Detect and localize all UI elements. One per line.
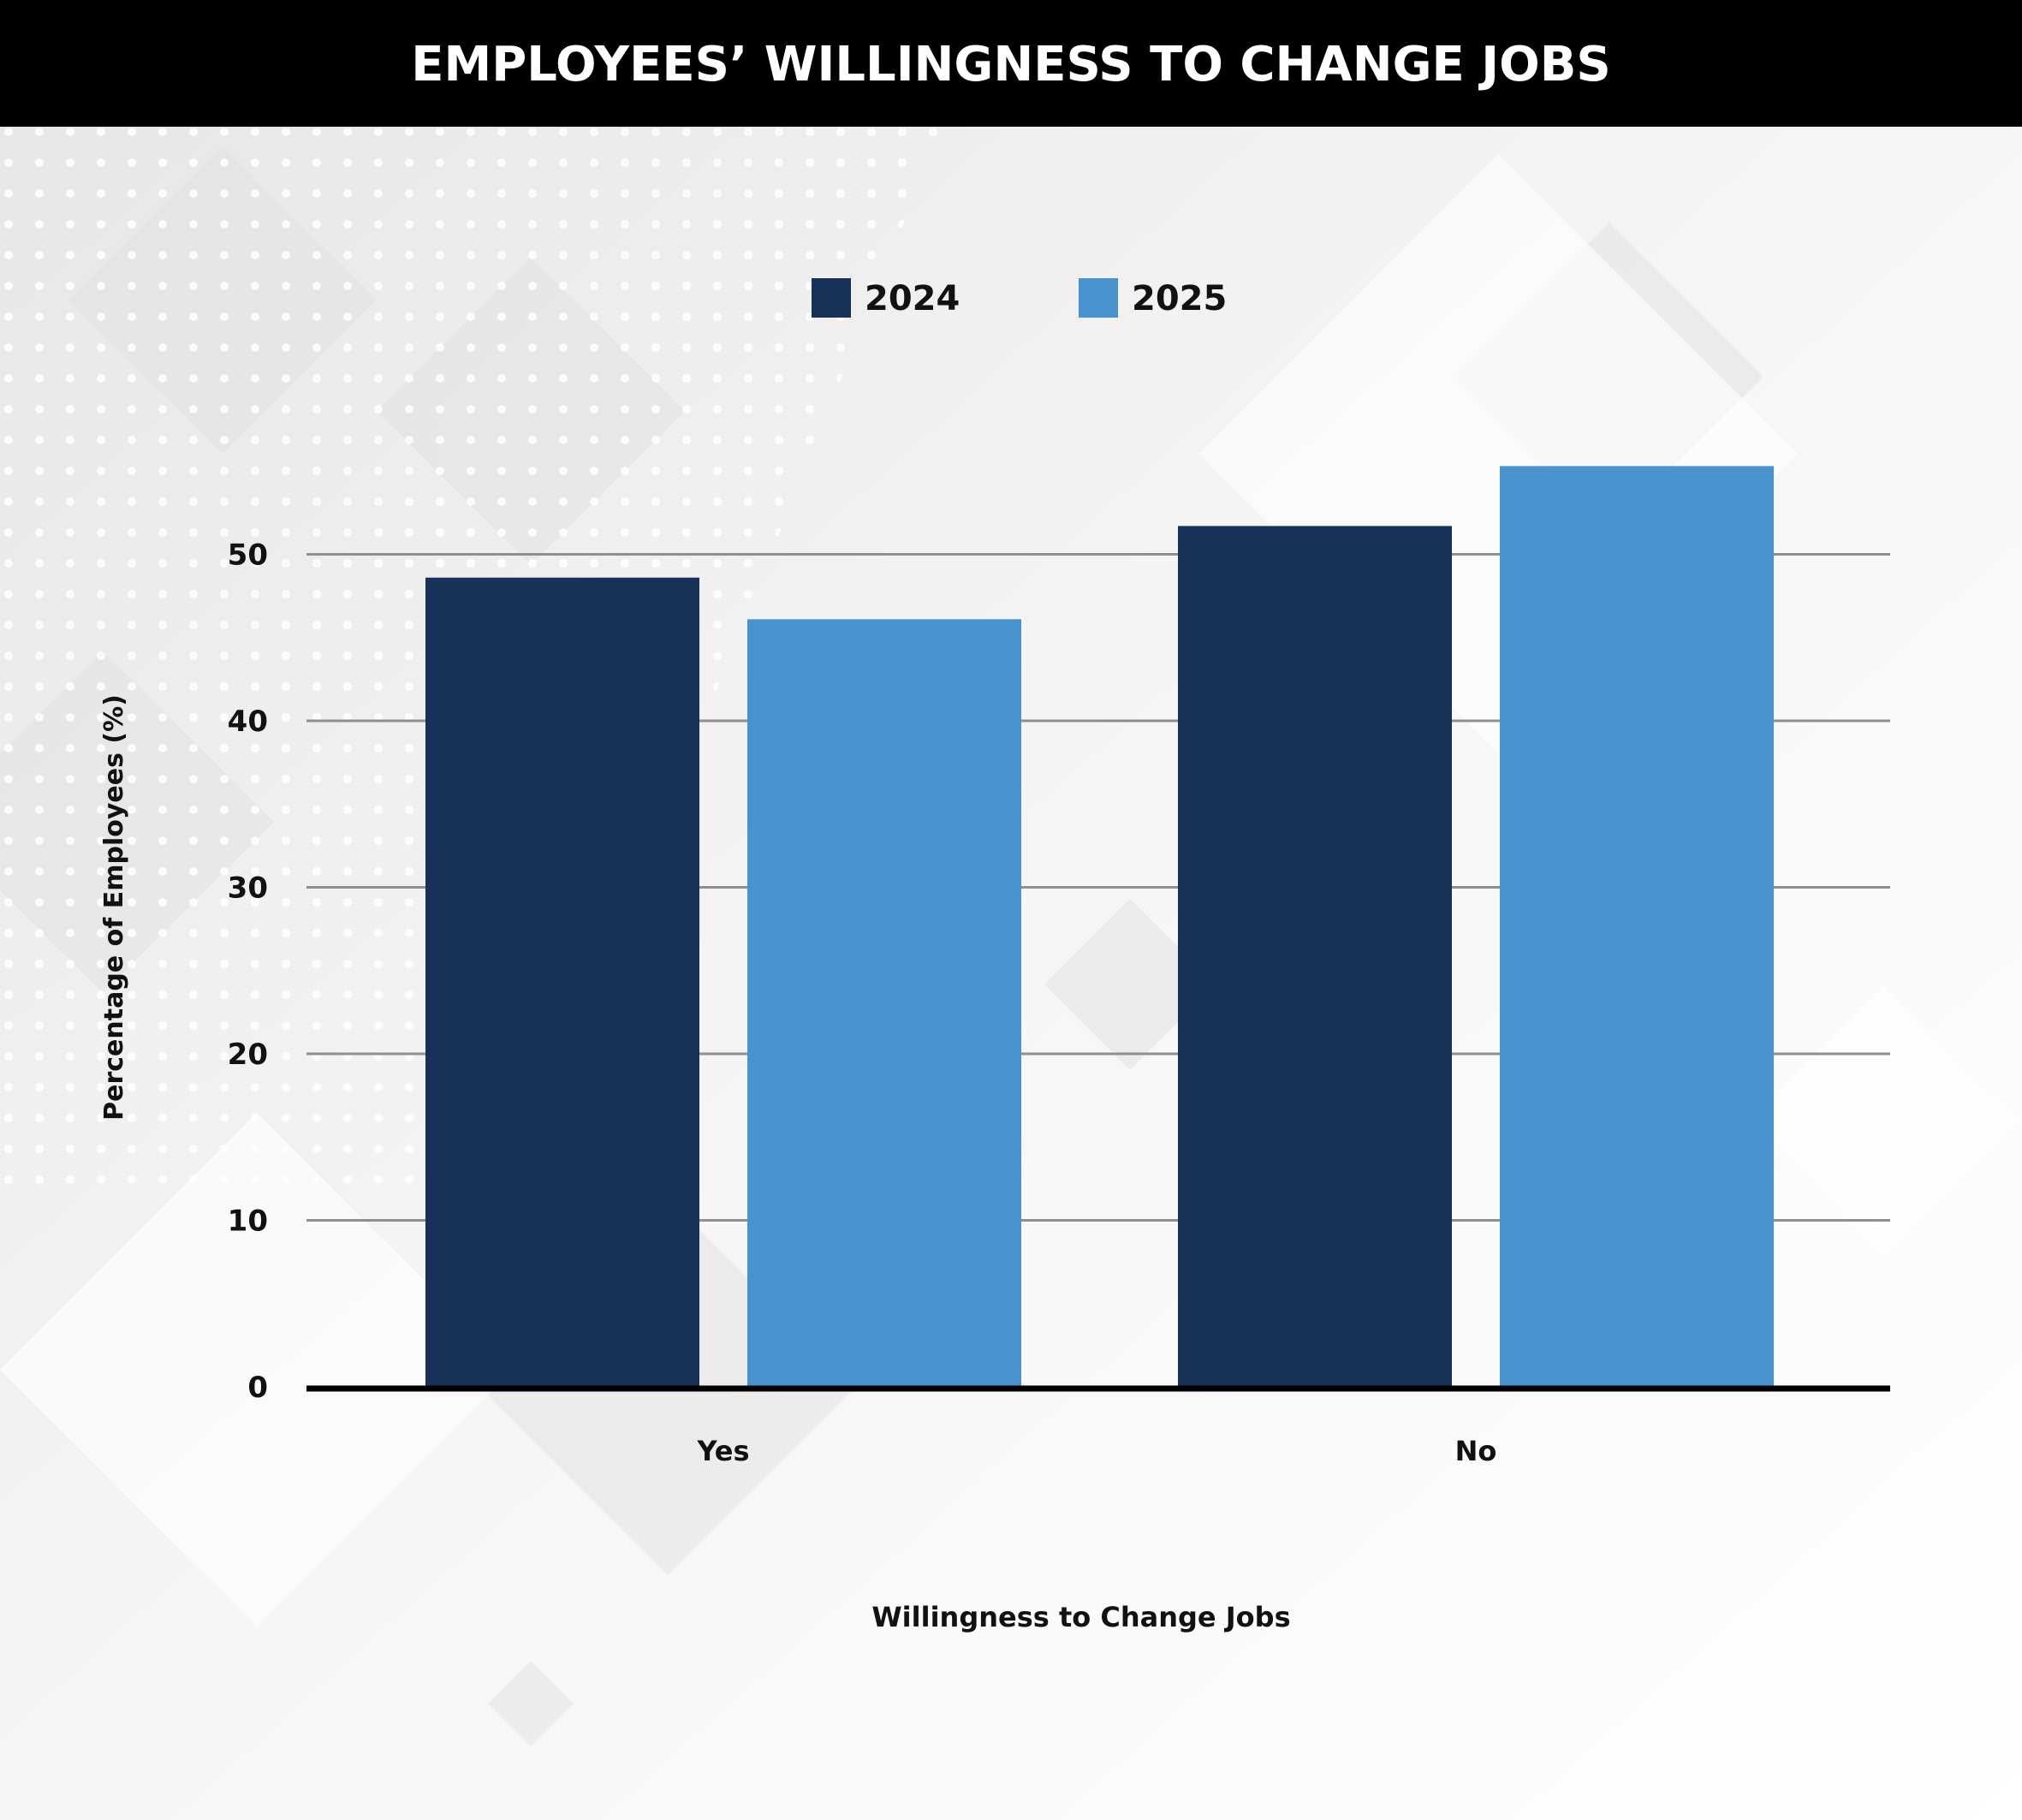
- x-tick-label: No: [1455, 1435, 1497, 1467]
- y-axis-ticks: 0 10 20 30 40 50: [228, 538, 268, 1406]
- legend-label-2024: 2024: [865, 279, 960, 318]
- y-tick-label: 10: [228, 1204, 268, 1239]
- bar-2024-no: [1178, 526, 1452, 1387]
- legend: 2024 2025: [812, 278, 1227, 318]
- bar-2024-yes: [425, 577, 699, 1387]
- legend-swatch-2024: [812, 278, 851, 318]
- header-bar: [0, 0, 2022, 127]
- chart-title: EMPLOYEES’ WILLINGNESS TO CHANGE JOBS: [411, 37, 1611, 92]
- x-tick-label: Yes: [697, 1435, 750, 1467]
- bar-2025-yes: [747, 619, 1021, 1387]
- y-tick-label: 0: [247, 1371, 268, 1405]
- y-tick-label: 20: [228, 1038, 268, 1072]
- bar-2025-no: [1500, 466, 1774, 1387]
- y-axis-title: Percentage of Employees (%): [99, 694, 129, 1121]
- bars: [425, 466, 1774, 1387]
- y-tick-label: 30: [228, 871, 268, 906]
- y-tick-label: 50: [228, 538, 268, 573]
- y-tick-label: 40: [228, 705, 268, 739]
- legend-swatch-2025: [1079, 278, 1118, 318]
- legend-label-2025: 2025: [1132, 279, 1227, 318]
- x-axis-title: Willingness to Change Jobs: [871, 1601, 1290, 1633]
- x-axis-ticks: Yes No: [697, 1435, 1497, 1467]
